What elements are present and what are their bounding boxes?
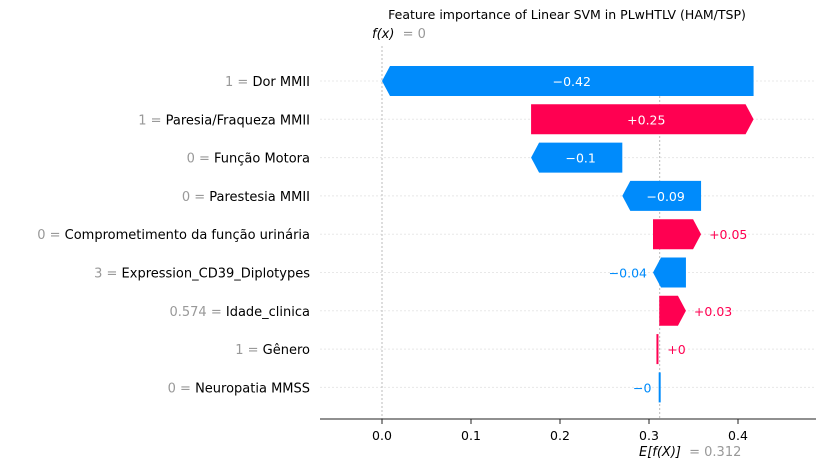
feature-name: Neuropatia MMSS (195, 381, 310, 396)
bar-negative (653, 257, 686, 288)
x-axis-ticks: 0.0 0.1 0.2 0.3 0.4 (372, 419, 748, 443)
bar-positive (659, 295, 686, 326)
x-tick-label: 0.3 (639, 428, 659, 443)
bars: −0.42 +0.25 −0.1 −0.09 +0.05 −0.04 +0.03 +0 −0 (382, 66, 754, 403)
ex-label: E[f(X)] (639, 445, 681, 460)
feature-value: 3 = (94, 267, 121, 282)
feature-name: Dor MMII (252, 75, 310, 90)
svg-text:f(x) = 0: f(x) = 0 (372, 27, 426, 42)
feature-name: Gênero (263, 343, 310, 358)
feature-name: Idade_clinica (226, 305, 310, 320)
bar-negative (622, 180, 702, 211)
feature-label: 0 = Comprometimento da função urinária (37, 228, 310, 243)
feature-label: 1 = Gênero (235, 343, 310, 358)
feature-name: Expression_CD39_Diplotypes (122, 267, 311, 282)
bar-negative (382, 66, 754, 96)
fx-label: f(x) (372, 27, 394, 42)
feature-value: 0.574 = (169, 305, 225, 320)
bar-value-label: −0.04 (609, 266, 647, 281)
feature-value: 0 = (182, 190, 209, 205)
chart-title: Feature importance of Linear SVM in PLwH… (388, 7, 746, 22)
feature-value: 1 = (138, 113, 165, 128)
feature-name: Parestesia MMII (209, 190, 310, 205)
feature-label: 1 = Paresia/Fraqueza MMII (138, 113, 310, 128)
bar-value-label: −0.09 (647, 189, 685, 204)
feature-value: 1 = (235, 343, 262, 358)
fx-header: f(x) = 0 (372, 27, 426, 42)
svg-text:E[f(X)] = 0.312: E[f(X)] = 0.312 (639, 445, 741, 460)
ex-value: = 0.312 (689, 445, 741, 460)
x-tick-label: 0.1 (461, 428, 481, 443)
bar-positive (653, 219, 702, 250)
feature-name: Paresia/Fraqueza MMII (166, 113, 310, 128)
bar-positive (531, 104, 754, 135)
bar-value-label: −0.42 (553, 74, 591, 89)
ex-footer: E[f(X)] = 0.312 (639, 445, 741, 460)
bar-value-label: +0.25 (627, 112, 665, 127)
fx-value: = 0 (403, 27, 426, 42)
x-tick-label: 0.0 (372, 428, 392, 443)
feature-value: 1 = (225, 75, 252, 90)
bar-negative (658, 372, 661, 403)
bar-negative (531, 142, 623, 173)
bar-value-label: +0 (667, 342, 685, 357)
feature-name: Comprometimento da função urinária (65, 228, 310, 243)
x-tick-label: 0.2 (550, 428, 570, 443)
bar-value-label: +0.05 (709, 227, 747, 242)
bar-value-label: −0.1 (566, 151, 596, 166)
bar-value-label: −0 (633, 380, 651, 395)
feature-value: 0 = (187, 152, 214, 167)
bar-positive (656, 334, 659, 365)
feature-value: 0 = (168, 381, 195, 396)
feature-label: 0.574 = Idade_clinica (169, 305, 310, 320)
feature-label: 1 = Dor MMII (225, 75, 310, 90)
feature-label: 0 = Função Motora (187, 152, 310, 167)
x-tick-label: 0.4 (728, 428, 748, 443)
bar-value-label: +0.03 (694, 304, 732, 319)
feature-name: Função Motora (214, 152, 310, 167)
feature-value: 0 = (37, 228, 64, 243)
reference-lines (381, 46, 661, 419)
feature-label: 3 = Expression_CD39_Diplotypes (94, 267, 310, 282)
feature-label: 0 = Neuropatia MMSS (168, 381, 310, 396)
feature-label: 0 = Parestesia MMII (182, 190, 310, 205)
